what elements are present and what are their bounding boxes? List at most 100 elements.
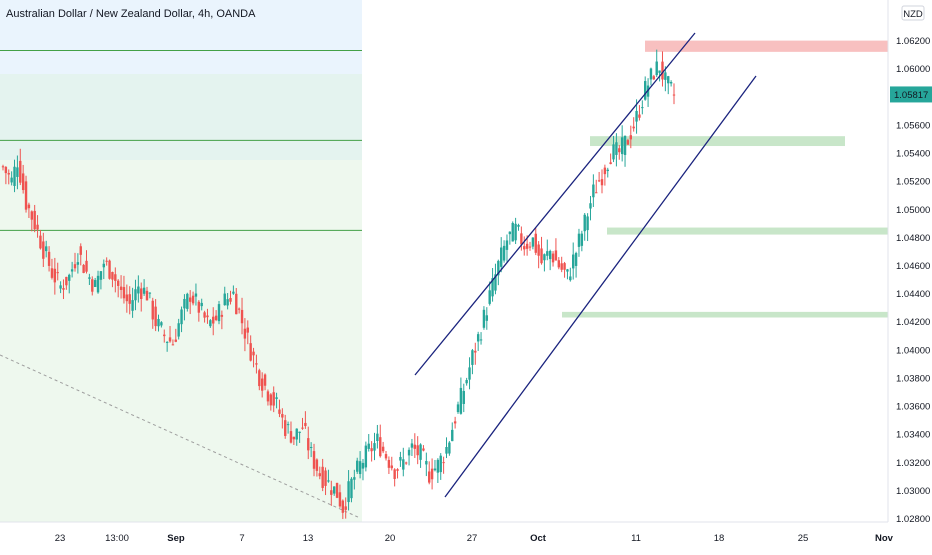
candle-body: [88, 277, 91, 279]
candle-body: [229, 297, 232, 302]
candle-body: [246, 327, 249, 333]
candle-body: [4, 167, 8, 174]
candle-body: [652, 76, 656, 80]
x-tick-label: 18: [714, 533, 725, 544]
candle-body: [500, 247, 503, 267]
bg-zone-low: [0, 160, 362, 522]
candle-body: [119, 286, 123, 290]
candle-body: [615, 142, 618, 155]
candle-body: [595, 192, 598, 194]
candle-body: [44, 246, 48, 252]
y-tick-label: 1.05200: [896, 177, 930, 188]
y-tick-label: 1.04200: [896, 317, 930, 328]
candle-body: [180, 309, 183, 325]
x-tick-label: Oct: [530, 533, 547, 544]
candle-body: [370, 448, 373, 452]
candle-body: [252, 351, 255, 356]
candle-body: [30, 211, 33, 220]
candle-body: [76, 262, 80, 265]
candle-body: [485, 315, 489, 321]
candle-body: [471, 350, 474, 365]
candle-body: [36, 224, 39, 230]
candle-body: [546, 251, 549, 256]
zone-support-1[interactable]: [590, 136, 845, 147]
candle-body: [531, 237, 535, 247]
candle-body: [140, 288, 143, 300]
candle-body: [523, 246, 526, 250]
candle-body: [361, 462, 365, 469]
zone-support-3[interactable]: [562, 311, 888, 318]
candle-body: [465, 379, 468, 384]
candle-body: [217, 304, 221, 322]
y-tick-label: 1.05400: [896, 149, 930, 160]
candle-body: [520, 233, 523, 245]
candle-body: [284, 420, 287, 436]
x-tick-label: 13:00: [105, 533, 129, 544]
candle-body: [304, 422, 307, 427]
x-tick-label: 7: [239, 533, 244, 544]
candle-body: [606, 169, 609, 172]
candle-body: [560, 263, 563, 270]
x-tick-label: Nov: [875, 533, 894, 544]
candle-body: [468, 367, 471, 380]
candle-body: [422, 448, 425, 451]
candle-body: [597, 180, 601, 182]
candle-body: [42, 241, 45, 259]
candle-body: [10, 177, 13, 183]
candle-body: [649, 68, 653, 80]
candle-body: [609, 162, 612, 165]
candle-body: [618, 148, 621, 153]
candle-body: [278, 409, 281, 414]
candle-body: [163, 334, 166, 337]
candle-body: [70, 269, 74, 272]
candle-body: [332, 486, 336, 494]
candle-body: [1, 166, 5, 168]
zone-supply[interactable]: [645, 40, 888, 52]
candle-body: [148, 292, 152, 294]
candle-body: [145, 290, 149, 301]
candle-body: [638, 114, 641, 118]
candle-body: [540, 248, 543, 264]
candle-body: [537, 244, 540, 256]
candle-body: [286, 424, 290, 426]
candle-body: [551, 253, 555, 263]
candle-body: [249, 343, 252, 361]
candle-body: [220, 314, 224, 317]
candle-body: [517, 224, 520, 227]
last-price-label: 1.05817: [894, 90, 928, 101]
candle-body: [269, 394, 273, 406]
channel-upper-line[interactable]: [414, 32, 696, 376]
candle-body: [260, 378, 264, 391]
zone-support-2[interactable]: [607, 227, 888, 235]
candle-body: [226, 299, 229, 306]
candle-body: [191, 295, 195, 304]
candle-body: [309, 446, 313, 448]
candle-body: [263, 374, 267, 386]
candle-body: [623, 135, 627, 155]
y-tick-label: 1.04400: [896, 289, 930, 300]
candle-body: [7, 173, 10, 175]
candle-body: [381, 446, 385, 452]
candle-body: [206, 315, 209, 318]
candle-body: [626, 140, 630, 145]
candle-body: [27, 204, 31, 209]
candle-body: [275, 397, 278, 399]
channel-lower-line[interactable]: [444, 75, 757, 498]
currency-badge[interactable]: [901, 5, 925, 21]
candle-body: [13, 166, 16, 186]
y-tick-label: 1.03800: [896, 373, 930, 384]
candle-body: [600, 179, 604, 186]
candle-body: [367, 443, 370, 449]
candle-body: [661, 61, 664, 80]
candle-body: [91, 279, 94, 292]
candle-body: [108, 260, 111, 279]
candle-body: [353, 477, 356, 480]
candle-body: [174, 339, 177, 342]
candle-body: [574, 253, 578, 266]
candle-body: [563, 263, 566, 270]
y-tick-label: 1.05000: [896, 205, 930, 216]
candle-body: [258, 370, 261, 387]
candle-body: [157, 318, 160, 327]
